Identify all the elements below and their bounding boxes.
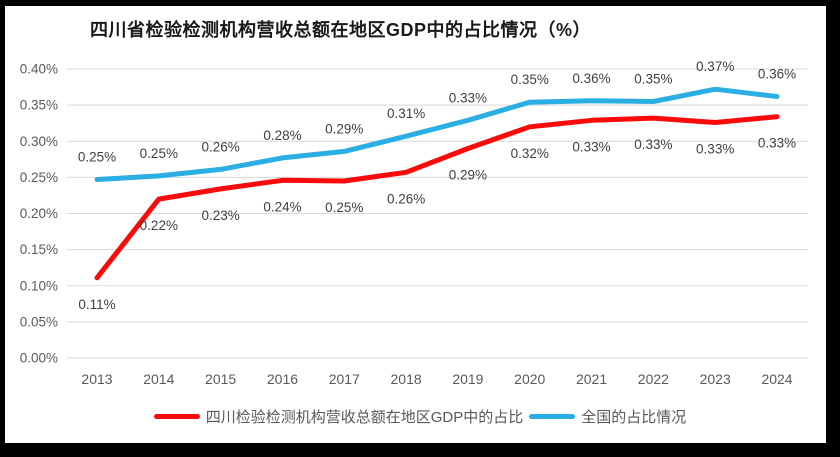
legend-item-sichuan: 四川检验检测机构营收总额在地区GDP中的占比 bbox=[153, 406, 524, 427]
x-tick-label: 2022 bbox=[638, 371, 669, 387]
y-tick-label: 0.15% bbox=[20, 242, 58, 257]
y-tick-label: 0.30% bbox=[20, 134, 58, 149]
chart-legend: 四川检验检测机构营收总额在地区GDP中的占比 全国的占比情况 bbox=[0, 406, 840, 427]
data-label-s0: 0.26% bbox=[387, 191, 425, 206]
y-tick-label: 0.40% bbox=[20, 62, 58, 77]
y-tick-label: 0.00% bbox=[20, 351, 58, 366]
data-label-s1: 0.33% bbox=[449, 90, 487, 105]
x-tick-label: 2016 bbox=[267, 371, 298, 387]
data-label-s0: 0.24% bbox=[263, 199, 301, 214]
x-tick-label: 2020 bbox=[514, 371, 545, 387]
y-tick-label: 0.20% bbox=[20, 206, 58, 221]
y-tick-label: 0.05% bbox=[20, 314, 58, 329]
legend-swatch-national bbox=[529, 414, 576, 419]
data-label-s1: 0.36% bbox=[572, 71, 610, 86]
data-label-s0: 0.11% bbox=[78, 297, 115, 312]
data-label-s1: 0.29% bbox=[325, 121, 363, 136]
x-tick-label: 2015 bbox=[205, 371, 236, 387]
y-tick-label: 0.25% bbox=[20, 170, 58, 185]
series-line-0 bbox=[94, 114, 780, 281]
x-tick-label: 2017 bbox=[329, 371, 360, 387]
data-label-s1: 0.28% bbox=[263, 128, 301, 143]
data-label-s1: 0.26% bbox=[201, 139, 239, 154]
chart-title: 四川省检验检测机构营收总额在地区GDP中的占比情况（%） bbox=[90, 20, 592, 40]
data-label-s0: 0.29% bbox=[449, 167, 487, 182]
data-label-s1: 0.25% bbox=[78, 150, 116, 165]
data-label-s0: 0.33% bbox=[758, 136, 796, 151]
x-tick-label: 2013 bbox=[81, 371, 112, 387]
x-tick-label: 2021 bbox=[576, 371, 607, 387]
data-label-s0: 0.23% bbox=[201, 208, 239, 223]
data-label-s1: 0.36% bbox=[758, 66, 796, 81]
x-tick-label: 2018 bbox=[391, 371, 422, 387]
data-label-s1: 0.25% bbox=[140, 146, 178, 161]
x-tick-label: 2014 bbox=[143, 371, 174, 387]
data-label-s0: 0.33% bbox=[634, 137, 672, 152]
data-label-s0: 0.25% bbox=[325, 200, 363, 215]
x-tick-label: 2024 bbox=[761, 371, 792, 387]
data-label-s0: 0.33% bbox=[696, 141, 734, 156]
data-label-s0: 0.22% bbox=[140, 218, 178, 233]
legend-label-sichuan: 四川检验检测机构营收总额在地区GDP中的占比 bbox=[205, 409, 524, 426]
legend-swatch-sichuan bbox=[153, 414, 200, 419]
y-tick-label: 0.10% bbox=[20, 278, 58, 293]
x-tick-label: 2023 bbox=[700, 371, 731, 387]
data-label-s1: 0.35% bbox=[634, 72, 672, 87]
series-line-1 bbox=[94, 86, 780, 182]
y-tick-label: 0.35% bbox=[20, 98, 58, 113]
legend-label-national: 全国的占比情况 bbox=[581, 409, 687, 426]
data-label-s0: 0.33% bbox=[572, 139, 610, 154]
data-label-s0: 0.32% bbox=[511, 146, 549, 161]
x-tick-label: 2019 bbox=[452, 371, 483, 387]
data-label-s1: 0.35% bbox=[511, 72, 549, 87]
legend-item-national: 全国的占比情况 bbox=[529, 406, 686, 427]
data-label-s1: 0.31% bbox=[387, 106, 425, 121]
data-label-s1: 0.37% bbox=[696, 59, 734, 74]
